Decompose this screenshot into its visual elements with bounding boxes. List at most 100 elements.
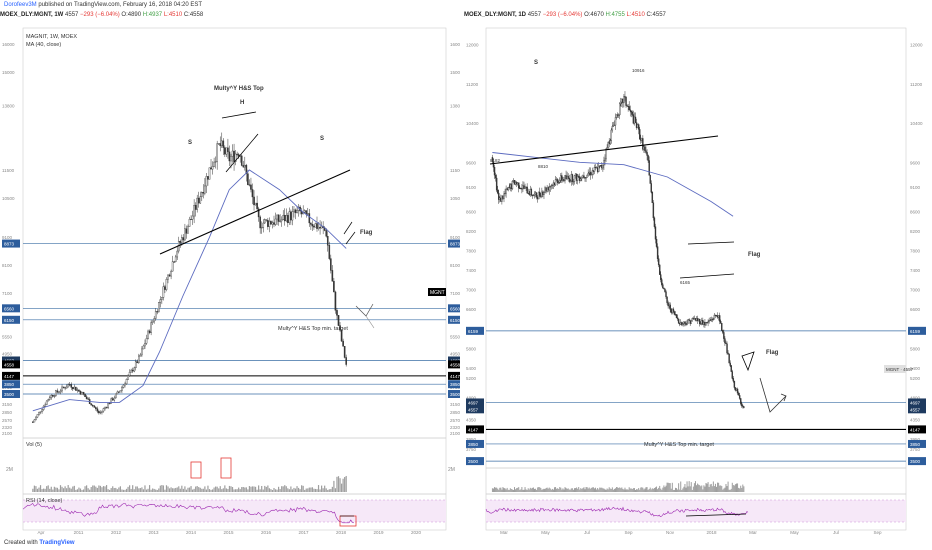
candle [194, 205, 197, 210]
weekly-chart-svg[interactable]: 16000 16000 15000 15000 13800 13800 11500 11500… [0, 22, 460, 536]
created-with-label: Created with [4, 540, 38, 546]
volume-bar [162, 485, 165, 492]
candle [740, 398, 742, 404]
candle [624, 96, 626, 98]
volume-bar [182, 488, 184, 492]
candle [76, 389, 79, 391]
candle [513, 180, 516, 185]
ohlc-high: H:4755 [605, 12, 625, 18]
candle [170, 270, 172, 277]
volume-bar [500, 487, 502, 492]
candle [114, 393, 117, 399]
volume-bar [626, 489, 628, 492]
volume-bar [334, 488, 337, 492]
candle [136, 361, 139, 363]
daily-chart-panel: MOEX_DLY:MGNT, 1D 4557 −293 (−6.04%) O:4… [464, 10, 932, 536]
y-tick-label: 11500 [2, 168, 15, 173]
candle [334, 291, 337, 311]
price-tag [908, 405, 926, 414]
candle [193, 205, 195, 217]
volume-bar [256, 489, 258, 492]
volume-bar [184, 486, 186, 492]
candle [317, 226, 320, 229]
volume-bar [148, 485, 151, 492]
candle [308, 213, 311, 224]
ohlc-low: L:4510 [163, 12, 183, 18]
volume-bar [743, 486, 745, 492]
volume-bar [654, 487, 656, 492]
volume-bar [62, 488, 65, 492]
candle [521, 188, 523, 190]
candle [293, 209, 295, 212]
volume-bar [314, 488, 317, 492]
volume-bar [639, 489, 641, 492]
candle [325, 230, 328, 237]
candle [702, 319, 704, 325]
candle [509, 184, 512, 188]
volume-bar [508, 489, 510, 492]
volume-bar [670, 488, 672, 492]
candle [550, 185, 553, 187]
candle [502, 195, 504, 199]
x-tick-label: Apr [37, 530, 45, 535]
candle [105, 407, 108, 409]
rsi-band [23, 500, 446, 522]
candle [96, 408, 99, 412]
y-tick-label: 7400 [466, 268, 477, 273]
volume-bar [211, 489, 214, 492]
candle [162, 286, 165, 298]
candle [529, 189, 532, 195]
candle [560, 175, 562, 181]
candle [720, 321, 722, 324]
y-tick-label: 5550 [450, 335, 460, 340]
volume-bar [218, 488, 220, 492]
author-link[interactable]: Dorofeev3M [4, 2, 37, 8]
price-tag [448, 380, 460, 389]
volume-bar [742, 484, 744, 492]
candle [562, 179, 564, 181]
volume-bar [685, 487, 687, 492]
price-tag-label: 4697 [910, 400, 921, 405]
price-tag [448, 371, 460, 380]
volume-bar [641, 487, 643, 492]
volume-bar [722, 489, 724, 492]
volume-bar [627, 489, 629, 492]
volume-bar [90, 486, 92, 492]
daily-chart-svg[interactable]: 12000 12000 11200 11200 10400 10400 9600 9600 91… [464, 22, 932, 536]
candle [225, 147, 228, 155]
volume-bar [498, 489, 500, 492]
price-tag-label: 3500 [468, 459, 479, 464]
candle [741, 403, 743, 406]
x-tick-label: Jul [584, 530, 590, 535]
candle [532, 195, 535, 197]
volume-bar [699, 485, 701, 492]
candle [208, 167, 211, 180]
candle [122, 384, 125, 388]
tradingview-logo[interactable]: TradingView [39, 540, 75, 546]
volume-bar [239, 489, 241, 492]
volume-bar [501, 489, 503, 492]
candle [52, 395, 54, 397]
flag-label: Flag [766, 350, 779, 356]
volume-bar [284, 485, 286, 492]
volume-bar [682, 488, 684, 492]
volume-bar [546, 487, 548, 492]
candle [724, 338, 726, 344]
volume-bar [339, 478, 341, 492]
y-tick-label: 2320 [2, 425, 13, 430]
volume-bar [563, 489, 565, 492]
volume-bar [612, 489, 614, 492]
candle [693, 318, 696, 320]
volume-bar [551, 488, 553, 492]
volume-bar [204, 486, 206, 492]
hs-top-label: Multy^Y H&S Top [214, 86, 264, 92]
volume-bar [522, 489, 524, 492]
y-tick-label: 9100 [466, 185, 477, 190]
volume-bar [327, 489, 329, 492]
candle [71, 387, 74, 390]
volume-bar [593, 488, 595, 492]
candle [285, 215, 288, 222]
volume-bar [648, 489, 650, 492]
volume-bar [205, 489, 208, 492]
candle [539, 191, 541, 196]
